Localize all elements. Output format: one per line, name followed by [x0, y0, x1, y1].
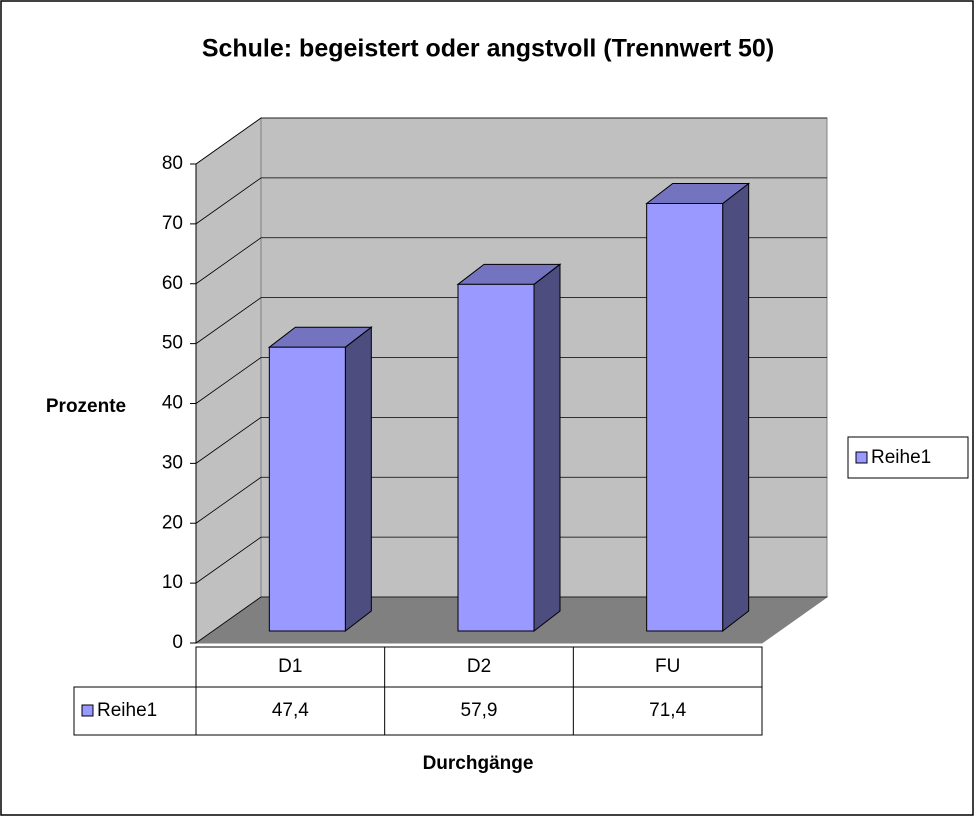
bar — [457, 283, 535, 632]
bar — [268, 346, 346, 632]
grid-line — [195, 237, 827, 285]
x-axis-label: Durchgänge — [423, 753, 534, 774]
grid-line — [195, 357, 827, 404]
legend-label: Reihe1 — [871, 447, 931, 468]
data-label: 71,4 — [649, 700, 686, 721]
y-tick-label: 20 — [162, 512, 183, 533]
grid-line — [195, 476, 827, 524]
y-tick-label: 80 — [162, 153, 183, 174]
grid-line — [195, 177, 827, 225]
y-tick-label: 50 — [162, 333, 183, 354]
grid-line — [195, 117, 827, 165]
x-tick-label: D2 — [467, 656, 491, 677]
bar-side — [722, 182, 750, 633]
chart-title: Schule: begeistert oder angstvoll (Trenn… — [202, 35, 774, 63]
bar-side — [533, 263, 561, 633]
grid-line — [195, 416, 827, 464]
grid-line — [195, 596, 827, 644]
data-label: 47,4 — [272, 700, 309, 721]
grid-line — [195, 536, 827, 584]
bar — [646, 202, 724, 632]
bar-side — [344, 326, 372, 633]
y-tick-label: 0 — [172, 632, 183, 653]
legend-key — [81, 704, 94, 717]
y-tick-label: 10 — [162, 572, 183, 593]
data-label: 57,9 — [461, 700, 498, 721]
legend-key — [855, 451, 868, 464]
y-tick-label: 70 — [162, 213, 183, 234]
legend — [847, 436, 969, 479]
y-tick-label: 40 — [162, 393, 183, 414]
x-tick-label: D1 — [278, 656, 302, 677]
x-tick-label: FU — [655, 656, 680, 677]
data-table-series-name: Reihe1 — [97, 700, 157, 721]
y-tick-label: 60 — [162, 273, 183, 294]
data-table-legend-cell — [73, 686, 197, 736]
y-axis-label: Prozente — [46, 396, 126, 417]
y-tick-label: 30 — [162, 452, 183, 473]
grid-line — [195, 297, 827, 344]
